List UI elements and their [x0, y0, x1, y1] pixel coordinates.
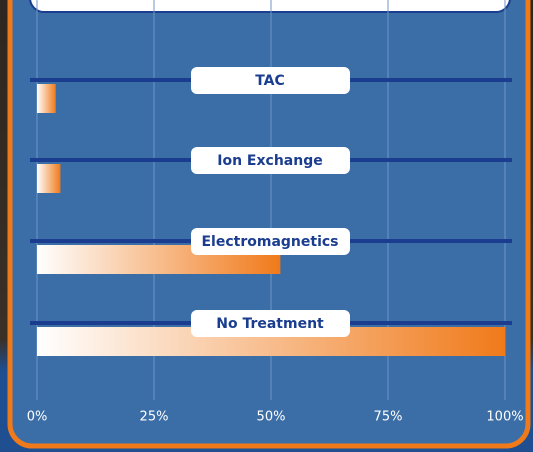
- label-pill: [191, 310, 350, 337]
- x-tick-label: 25%: [140, 410, 169, 425]
- label-pill: [191, 228, 350, 255]
- top-box: [29, 0, 511, 13]
- x-tick-label: 50%: [257, 410, 286, 425]
- label-pill: [191, 67, 350, 94]
- x-tick-label: 75%: [374, 410, 403, 425]
- category-label: Ion Exchange: [217, 153, 322, 169]
- bar: [37, 164, 61, 193]
- category-label: TAC: [255, 73, 285, 89]
- category-label: No Treatment: [216, 316, 324, 332]
- label-pill: [191, 147, 350, 174]
- bar: [37, 84, 56, 113]
- panel: [7, 0, 531, 449]
- x-tick-label: 100%: [486, 410, 523, 425]
- category-label: Electromagnetics: [201, 234, 338, 250]
- x-tick-label: 0%: [27, 410, 48, 425]
